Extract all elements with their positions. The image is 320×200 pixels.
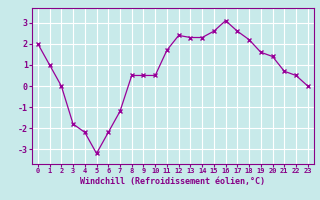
X-axis label: Windchill (Refroidissement éolien,°C): Windchill (Refroidissement éolien,°C) <box>80 177 265 186</box>
